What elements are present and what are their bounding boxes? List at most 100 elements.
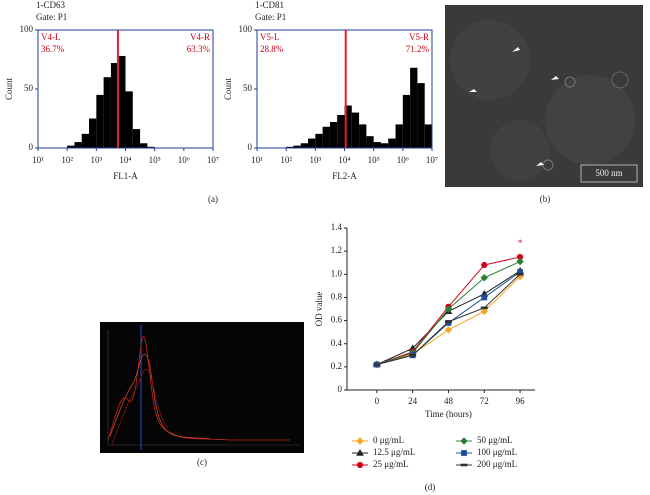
bar <box>315 133 323 148</box>
x-tick-label: 48 <box>444 396 454 406</box>
y-tick-label: 0.2 <box>331 361 342 371</box>
marker <box>516 272 524 276</box>
bar <box>103 77 111 148</box>
panel-label: (c) <box>197 457 207 467</box>
region-name: V5-R <box>409 32 429 42</box>
panel-label: (d) <box>425 482 436 492</box>
legend-label: 50 μg/mL <box>477 435 513 445</box>
y-tick-label: 0 <box>338 384 343 394</box>
y-tick-label: 1.4 <box>331 222 343 232</box>
y-tick-label: 100 <box>239 24 253 34</box>
x-tick-label: 10⁶ <box>178 155 190 165</box>
region-name: V4-L <box>41 32 61 42</box>
marker <box>481 261 488 269</box>
micrograph: 500 nm <box>445 5 643 187</box>
x-tick-label: 96 <box>516 396 526 406</box>
marker <box>356 437 364 445</box>
bar <box>74 142 82 148</box>
bar <box>410 67 418 148</box>
x-axis-label: Time (hours) <box>425 409 472 419</box>
marker <box>444 326 453 334</box>
x-tick-label: 10¹ <box>32 155 44 165</box>
region-value: 63.3% <box>187 44 211 54</box>
legend-label: 100 μg/mL <box>477 447 517 457</box>
bar <box>300 143 309 148</box>
x-tick-label: 10⁴ <box>119 155 131 165</box>
nta-image <box>100 322 304 453</box>
y-tick-label: 0.4 <box>331 338 343 348</box>
bar <box>388 138 396 148</box>
bar <box>308 138 316 148</box>
x-tick-label: 24 <box>408 396 418 406</box>
bar <box>118 55 126 148</box>
marker <box>409 353 417 357</box>
x-tick-label: 10³ <box>309 155 321 165</box>
x-tick-label: 0 <box>375 396 380 406</box>
x-tick-label: 10⁷ <box>207 155 219 165</box>
bar <box>286 146 294 148</box>
y-tick-label: 100 <box>20 24 34 34</box>
marker <box>444 305 453 313</box>
legend-label: 200 μg/mL <box>477 459 517 469</box>
x-tick-label: 10⁷ <box>426 155 438 165</box>
bar <box>395 124 403 148</box>
marker <box>480 306 488 310</box>
bar <box>125 91 133 148</box>
region-value: 28.8% <box>260 44 284 54</box>
x-axis-label: FL1-A <box>113 171 138 181</box>
bar <box>373 142 381 148</box>
legend-label: 25 μg/mL <box>373 459 409 469</box>
legend-label: 12.5 μg/mL <box>373 447 415 457</box>
marker <box>481 294 488 301</box>
marker <box>444 320 452 324</box>
y-tick-label: 0 <box>29 142 34 152</box>
region-value: 71.2% <box>406 44 430 54</box>
y-tick-label: 0.8 <box>331 291 343 301</box>
chart-subtitle: Gate: P1 <box>36 12 67 22</box>
region-value: 36.7% <box>41 44 65 54</box>
x-tick-label: 10⁵ <box>368 155 380 165</box>
series-line <box>376 270 521 365</box>
marker <box>373 363 381 366</box>
bar <box>67 145 75 148</box>
marker <box>356 461 364 469</box>
y-axis-label: Count <box>4 78 14 101</box>
y-axis-label: Count <box>223 78 233 101</box>
marker <box>460 437 468 445</box>
bar <box>110 63 119 148</box>
marker <box>480 274 488 282</box>
x-tick-label: 10³ <box>90 155 102 165</box>
bar <box>147 146 155 148</box>
bar <box>351 112 360 148</box>
bar <box>402 94 411 148</box>
bar <box>329 122 338 148</box>
panel-label: (a) <box>208 194 218 204</box>
chart-subtitle: Gate: P1 <box>255 12 286 22</box>
y-tick-label: 1.0 <box>331 268 343 278</box>
bar <box>359 124 367 148</box>
bar <box>417 83 425 148</box>
bar <box>81 133 90 148</box>
x-tick-label: 10⁶ <box>397 155 409 165</box>
marker <box>480 307 488 316</box>
x-tick-label: 10² <box>61 155 73 165</box>
x-tick-label: 72 <box>480 396 489 406</box>
y-tick-label: 50 <box>243 83 253 93</box>
y-tick-label: 0 <box>248 142 253 152</box>
y-tick-label: 1.2 <box>331 245 342 255</box>
chart-title: 1-CD63 <box>36 0 65 10</box>
panel-label: (b) <box>540 194 551 204</box>
bar <box>96 94 104 148</box>
bar <box>366 136 374 148</box>
region-name: V5-L <box>260 32 280 42</box>
x-tick-label: 10⁴ <box>338 155 350 165</box>
x-tick-label: 10¹ <box>251 155 263 165</box>
bar <box>424 124 432 148</box>
marker <box>516 257 524 266</box>
x-tick-label: 10⁵ <box>149 155 161 165</box>
bar <box>89 118 97 148</box>
bar <box>344 105 352 148</box>
legend-label: 0 μg/mL <box>373 435 404 445</box>
